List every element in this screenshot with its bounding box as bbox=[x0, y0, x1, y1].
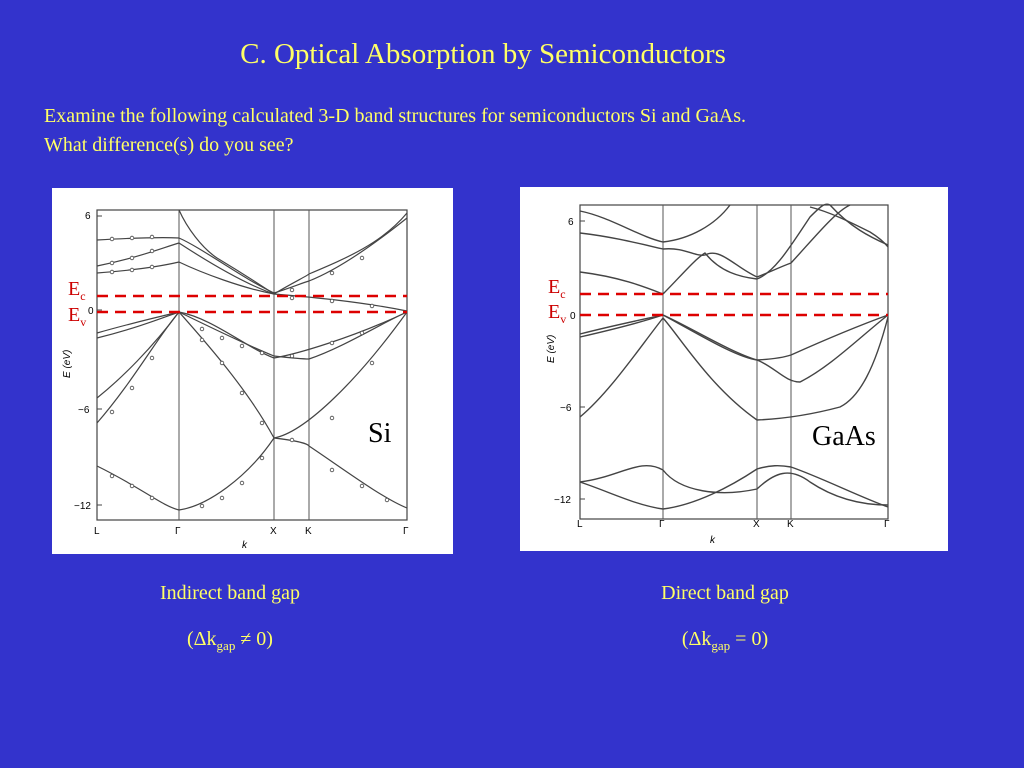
si-ytick-label: −6 bbox=[78, 405, 90, 416]
si-formula-prefix: (Δk bbox=[187, 628, 217, 650]
si-band-path bbox=[96, 437, 408, 511]
gaas-formula: (Δkgap = 0) bbox=[575, 628, 875, 654]
gaas-band-structure-figure: 6 0 −6 −12 E (eV) L Γ X K Γ k Ec Ev GaAs bbox=[520, 187, 948, 551]
gaas-ec-letter: E bbox=[548, 276, 561, 298]
si-ec-label: Ec bbox=[68, 278, 86, 304]
si-kpoint-label: L bbox=[94, 526, 100, 537]
si-kpoint-label: Γ bbox=[403, 526, 409, 537]
si-plot-frame bbox=[96, 209, 408, 521]
si-ev-letter: E bbox=[68, 304, 81, 326]
si-band-path bbox=[96, 217, 408, 294]
si-band-path bbox=[178, 209, 275, 295]
gaas-ytick-label: −6 bbox=[560, 403, 572, 414]
gaas-formula-suffix: = 0) bbox=[730, 628, 769, 650]
gaas-band-path bbox=[809, 206, 889, 248]
si-kpoint-label: K bbox=[305, 526, 312, 537]
si-band-path bbox=[96, 311, 408, 439]
si-ytick-label: 6 bbox=[85, 211, 91, 222]
gaas-ec-subscript: c bbox=[560, 287, 566, 301]
si-material-label: Si bbox=[368, 418, 392, 449]
gaas-plot-frame bbox=[579, 204, 889, 520]
gaas-band-path bbox=[579, 204, 851, 278]
gaas-ytick-label: −12 bbox=[554, 495, 571, 506]
gaas-yaxis-label: E (eV) bbox=[546, 335, 557, 363]
gaas-ev-label: Ev bbox=[548, 301, 566, 327]
gaas-ytick-label: 6 bbox=[568, 217, 574, 228]
gaas-band-path bbox=[579, 203, 889, 295]
si-kpoint-label: X bbox=[270, 526, 277, 537]
question-line-1: Examine the following calculated 3-D ban… bbox=[44, 105, 747, 127]
si-xaxis-label: k bbox=[242, 540, 248, 551]
si-band-structure-figure: 6 0 −6 −12 E (eV) L Γ X K Γ k bbox=[52, 188, 453, 554]
gaas-formula-subscript: gap bbox=[711, 638, 731, 653]
si-band-path bbox=[96, 311, 180, 399]
si-formula-suffix: ≠ 0) bbox=[235, 628, 273, 650]
gaas-kpoint-label: Γ bbox=[884, 519, 890, 530]
si-kpoint-label: Γ bbox=[175, 526, 181, 537]
gaas-ytick-label: 0 bbox=[570, 311, 576, 322]
si-formula: (Δkgap ≠ 0) bbox=[80, 628, 380, 654]
gaas-bands bbox=[579, 203, 889, 510]
gaas-band-path bbox=[579, 314, 889, 383]
gaas-ev-letter: E bbox=[548, 301, 561, 323]
question-text: Examine the following calculated 3-D ban… bbox=[44, 102, 974, 160]
si-band-path bbox=[96, 261, 408, 312]
si-ev-label: Ev bbox=[68, 304, 86, 330]
gaas-ev-subscript: v bbox=[560, 312, 567, 326]
si-ec-subscript: c bbox=[80, 289, 86, 303]
gaas-ec-label: Ec bbox=[548, 276, 566, 302]
gaas-band-path bbox=[579, 464, 889, 510]
si-band-path bbox=[96, 311, 408, 359]
gaas-kpoint-label: K bbox=[787, 519, 794, 530]
gaas-formula-prefix: (Δk bbox=[681, 628, 712, 650]
gaas-caption: Direct band gap bbox=[661, 582, 789, 604]
gaas-kpoint-label: X bbox=[753, 519, 760, 530]
gaas-band-path bbox=[579, 204, 731, 243]
si-ev-subscript: v bbox=[80, 315, 87, 329]
si-ec-letter: E bbox=[68, 278, 81, 300]
si-formula-subscript: gap bbox=[216, 638, 236, 653]
gaas-material-label: GaAs bbox=[812, 421, 876, 452]
gaas-xaxis-label: k bbox=[710, 535, 716, 546]
gaas-kpoint-label: Γ bbox=[659, 519, 665, 530]
si-caption: Indirect band gap bbox=[160, 582, 300, 604]
si-bands bbox=[96, 209, 408, 511]
gaas-band-path bbox=[579, 316, 889, 421]
si-band-markers bbox=[109, 234, 390, 509]
si-band-path bbox=[96, 311, 408, 360]
si-ytick-label: −12 bbox=[74, 501, 91, 512]
gaas-kpoint-label: L bbox=[577, 519, 583, 530]
gaas-band-diagram: 6 0 −6 −12 E (eV) L Γ X K Γ k bbox=[546, 203, 890, 546]
si-ytick-label: 0 bbox=[88, 306, 94, 317]
si-band-diagram: 6 0 −6 −12 E (eV) L Γ X K Γ k bbox=[62, 209, 409, 551]
question-line-2: What difference(s) do you see? bbox=[44, 134, 294, 156]
gaas-band-path bbox=[579, 465, 889, 506]
slide-title: C. Optical Absorption by Semiconductors bbox=[240, 38, 726, 70]
si-yaxis-label: E (eV) bbox=[62, 350, 73, 378]
